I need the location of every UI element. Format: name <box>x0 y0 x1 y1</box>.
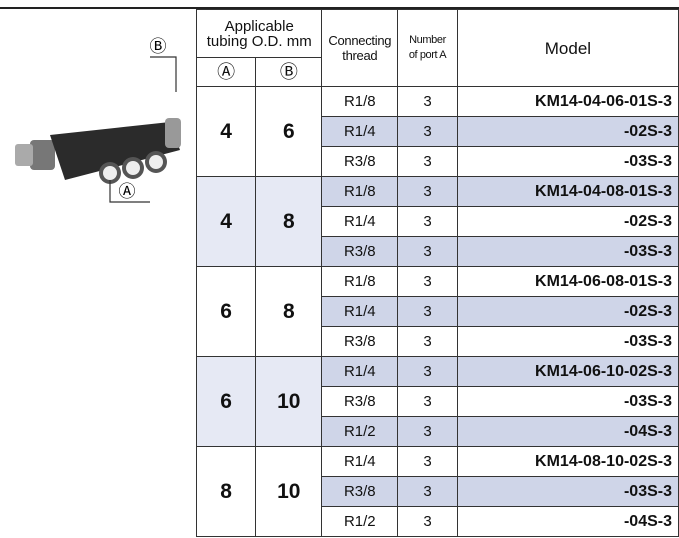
tubing-a: 4 <box>195 176 257 267</box>
ports: 3 <box>397 476 458 507</box>
thread: R3/8 <box>321 326 399 357</box>
header-b: Ⓑ <box>255 57 323 87</box>
model: -03S-3 <box>456 146 679 177</box>
ports: 3 <box>397 176 458 207</box>
thread: R3/8 <box>321 476 399 507</box>
product-figure: Ⓑ Ⓐ <box>15 37 181 203</box>
ports: 3 <box>397 116 458 147</box>
thread: R1/8 <box>321 266 399 297</box>
model: -03S-3 <box>456 386 679 417</box>
table-row: R3/8 3 -03S-3 <box>197 236 679 267</box>
header-thread: Connecting thread <box>321 9 399 87</box>
label-b: Ⓑ <box>150 37 167 57</box>
thread: R3/8 <box>321 146 399 177</box>
header-model: Model <box>456 9 679 87</box>
ports: 3 <box>397 146 458 177</box>
tubing-a: 6 <box>195 356 257 447</box>
tubing-b: 6 <box>255 86 323 177</box>
thread: R1/4 <box>321 356 399 387</box>
model: -04S-3 <box>456 506 679 537</box>
thread: R3/8 <box>321 386 399 417</box>
ports: 3 <box>397 296 458 327</box>
thread: R3/8 <box>321 236 399 267</box>
table-row: R1/2 3 -04S-3 <box>197 506 679 537</box>
table-row: R3/8 3 -03S-3 <box>197 326 679 357</box>
thread: R1/4 <box>321 206 399 237</box>
header-tubing: Applicable tubing O.D. mm <box>195 9 323 58</box>
ports: 3 <box>397 506 458 537</box>
ports: 3 <box>397 416 458 447</box>
table-row: R1/4 3 -02S-3 <box>197 116 679 147</box>
ports: 3 <box>397 266 458 297</box>
ports: 3 <box>397 206 458 237</box>
model: -03S-3 <box>456 236 679 267</box>
model: -02S-3 <box>456 116 679 147</box>
tubing-a: 6 <box>195 266 257 357</box>
model: KM14-06-08-01S-3 <box>456 266 679 297</box>
model: -03S-3 <box>456 476 679 507</box>
table-row: 6 8 R1/8 3 KM14-06-08-01S-3 <box>195 266 679 357</box>
thread: R1/4 <box>321 296 399 327</box>
model: -02S-3 <box>456 206 679 237</box>
header-ports: Number of port A <box>397 9 458 87</box>
table-row: 4 6 R1/8 3 KM14-04-06-01S-3 <box>195 86 679 177</box>
header-a: Ⓐ <box>195 57 257 87</box>
thread: R1/8 <box>321 176 399 207</box>
table-row: R3/8 3 -03S-3 <box>197 386 679 417</box>
tubing-a: 4 <box>195 86 257 177</box>
ports: 3 <box>397 326 458 357</box>
model: KM14-08-10-02S-3 <box>456 446 679 477</box>
model: -04S-3 <box>456 416 679 447</box>
model-table: Applicable tubing O.D. mm Connecting thr… <box>195 9 679 537</box>
tubing-b: 10 <box>255 356 323 447</box>
thread: R1/2 <box>321 506 399 537</box>
thread: R1/4 <box>321 446 399 477</box>
table-row: 8 10 R1/4 3 KM14-08-10-02S-3 <box>195 446 679 537</box>
model: KM14-06-10-02S-3 <box>456 356 679 387</box>
table-row: 4 8 R1/8 3 KM14-04-08-01S-3 <box>195 176 679 267</box>
model: KM14-04-08-01S-3 <box>456 176 679 207</box>
ports: 3 <box>397 86 458 117</box>
table-row: R3/8 3 -03S-3 <box>197 146 679 177</box>
rule <box>0 7 679 9</box>
ports: 3 <box>397 236 458 267</box>
tubing-b: 8 <box>255 176 323 267</box>
thread: R1/8 <box>321 86 399 117</box>
model: KM14-04-06-01S-3 <box>456 86 679 117</box>
thread: R1/4 <box>321 116 399 147</box>
ports: 3 <box>397 386 458 417</box>
label-a: Ⓐ <box>119 182 136 202</box>
model: -02S-3 <box>456 296 679 327</box>
tubing-b: 10 <box>255 446 323 537</box>
tubing-b: 8 <box>255 266 323 357</box>
table-row: R1/4 3 -02S-3 <box>197 296 679 327</box>
tubing-a: 8 <box>195 446 257 537</box>
ports: 3 <box>397 356 458 387</box>
table-row: R3/8 3 -03S-3 <box>197 476 679 507</box>
thread: R1/2 <box>321 416 399 447</box>
ports: 3 <box>397 446 458 477</box>
table-row: 6 10 R1/4 3 KM14-06-10-02S-3 <box>195 356 679 447</box>
model: -03S-3 <box>456 326 679 357</box>
